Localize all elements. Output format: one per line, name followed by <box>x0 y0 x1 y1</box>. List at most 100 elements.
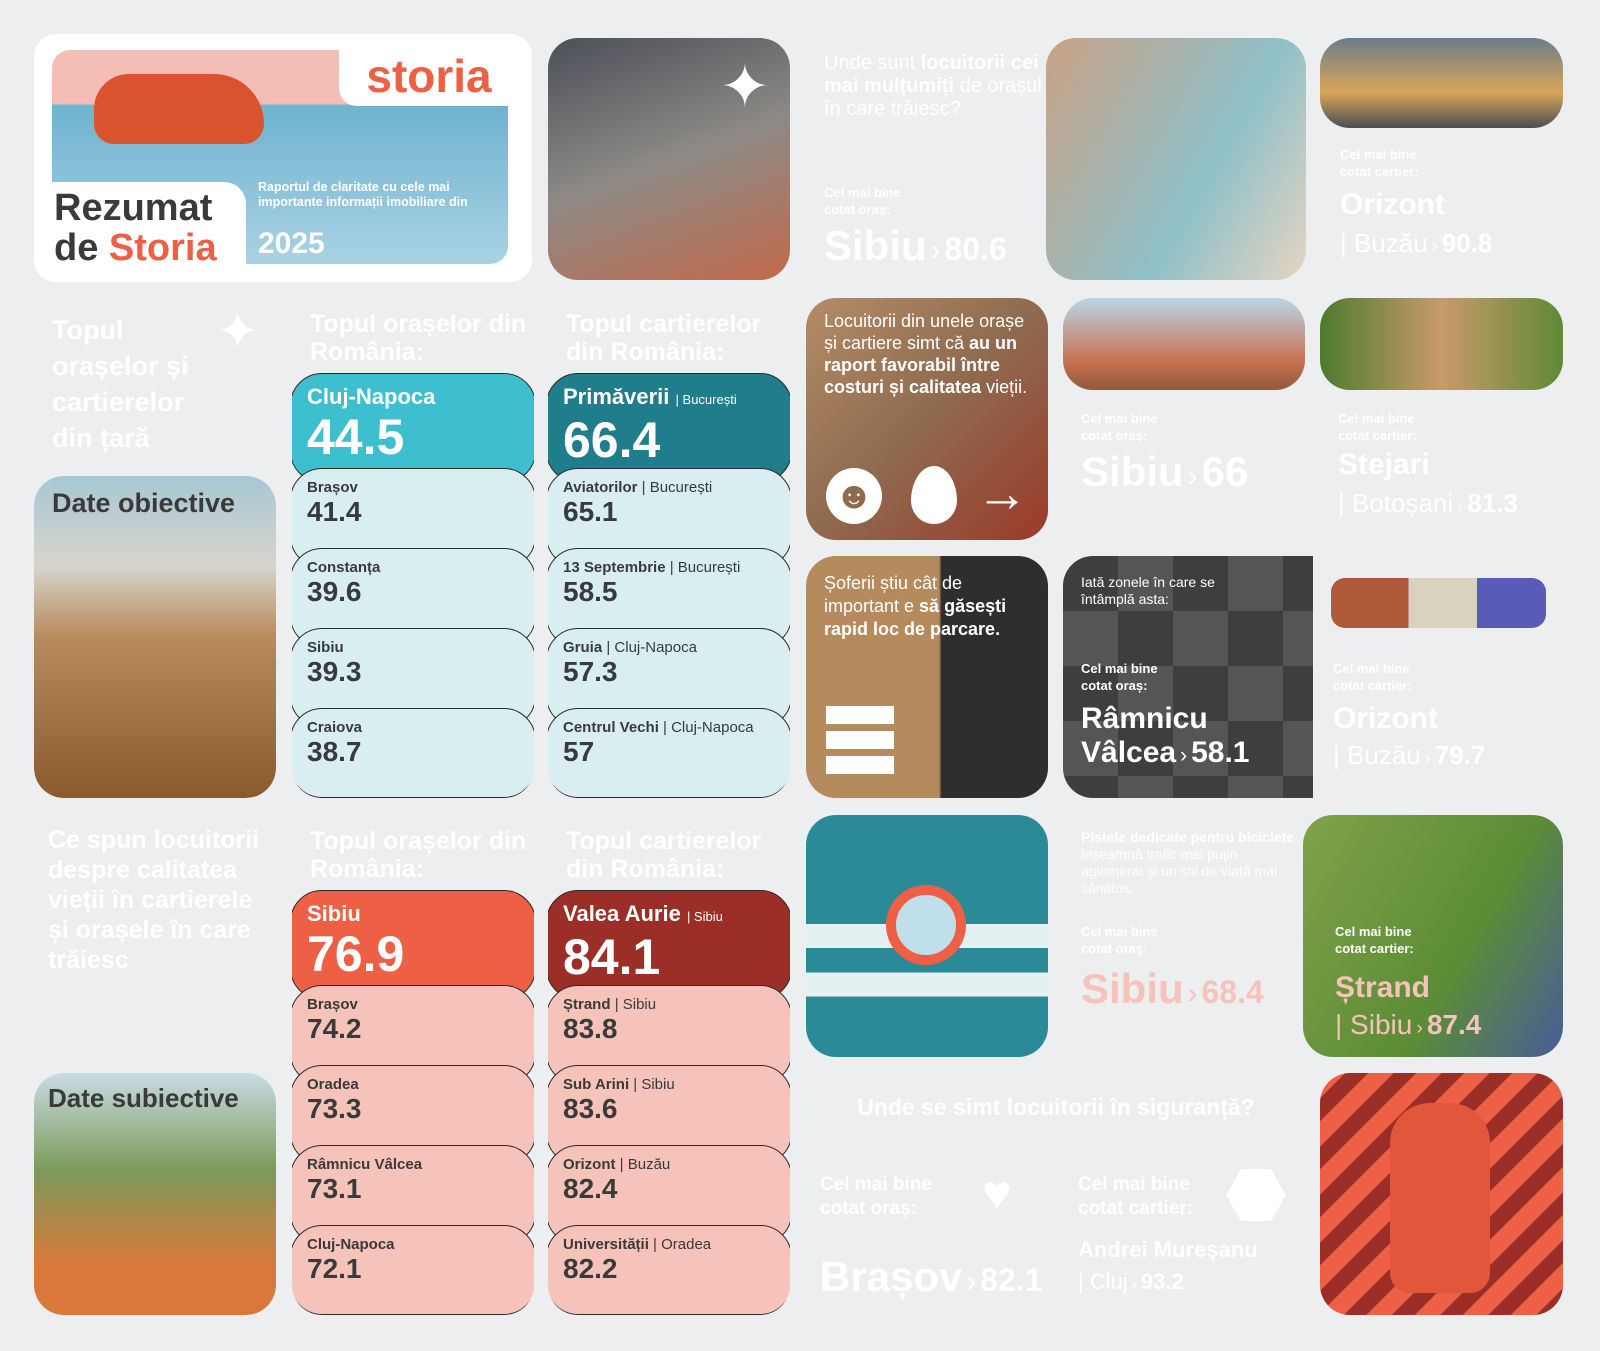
nb-label: Cel mai bine cotat cartier: <box>1078 1174 1194 1219</box>
item-score: 57.3 <box>563 656 618 687</box>
nb-score: | Botoșani › 81.3 <box>1338 488 1518 518</box>
item-score: 38.7 <box>307 736 362 767</box>
item-score: 83.6 <box>563 1093 618 1124</box>
heart-check-icon: ♥ <box>982 1165 1012 1221</box>
list-item: Universității | Oradea 82.2 <box>548 1225 790 1315</box>
dog-figure <box>94 74 264 144</box>
happy-question: Unde sunt locuitorii cei mai mulțumiți d… <box>824 52 1042 120</box>
item-name: Sub Arini | Sibiu <box>563 1076 675 1093</box>
photo-label: Date subiective <box>48 1083 239 1113</box>
nb-name: Andrei Mureșanu <box>1078 1237 1258 1262</box>
objective-title: Topul orașelor și cartierelor din țară <box>52 315 189 453</box>
city-label: Cel mai bine cotat oraș: <box>1081 661 1158 693</box>
nb-score: | Buzău › 90.8 <box>1340 228 1493 258</box>
magnifier-icon <box>886 885 966 965</box>
list-title: Topul orașelor din România: <box>310 310 527 366</box>
hero-card: storia Rezumat de Storia Raportul de cla… <box>34 34 532 282</box>
item-name: Brașov <box>307 996 358 1013</box>
item-name: Aviatorilor | București <box>563 479 713 496</box>
safety-banner: Unde se simt locuitorii în siguranță? <box>857 1094 1255 1120</box>
nb-name: Orizont <box>1340 188 1445 221</box>
objective-neighborhoods-list: Topul cartierelor din România: Primăverii… <box>548 298 790 798</box>
item-score: 82.2 <box>563 1253 618 1284</box>
item-name: Ștrand | Sibiu <box>563 996 657 1013</box>
parking-results-card: Iată zonele în care se întâmplă asta: Ce… <box>1063 556 1563 798</box>
list-item: Craiova 38.7 <box>292 708 534 798</box>
city-label: Cel mai bine cotat oraș: <box>1081 924 1158 956</box>
storia-logo: storia <box>339 46 519 106</box>
item-name: Primăverii | București <box>563 384 737 409</box>
item-city: | București <box>669 559 741 576</box>
bike-lane-photo <box>1303 815 1563 1057</box>
interior-illustration: ✦ <box>548 38 790 280</box>
objective-cities-list: Topul orașelor din România: Cluj-Napoca 44… <box>292 298 534 798</box>
cost-text: Locuitorii din unele orașe și cartiere s… <box>824 311 1028 397</box>
list-item: Centrul Vechi | Cluj-Napoca 57 <box>548 708 790 798</box>
item-score: 66.4 <box>563 412 661 468</box>
item-city: | Oradea <box>653 1236 712 1253</box>
objective-intro-card: Topul orașelor și cartierelor din țară ✦… <box>34 298 276 798</box>
subjective-cities-list: Topul orașelor din România: Sibiu 76.9 Braș… <box>292 815 534 1315</box>
cars-illustration <box>1331 578 1546 628</box>
city-score: Brașov › 82.1 <box>820 1253 1043 1300</box>
item-name: Cluj-Napoca <box>307 1236 395 1253</box>
couple-photo <box>1046 38 1306 280</box>
item-score: 73.1 <box>307 1173 362 1204</box>
hero-title-storia: Storia <box>108 227 217 269</box>
item-name: Valea Aurie | Sibiu <box>563 901 723 926</box>
item-score: 84.1 <box>563 929 661 985</box>
item-score: 83.8 <box>563 1013 618 1044</box>
parking-intro: Iată zonele în care se întâmplă asta: <box>1081 574 1215 607</box>
nb-name: Ștrand <box>1335 971 1431 1004</box>
hero-subtitle: Raportul de claritate cu cele mai import… <box>258 180 468 209</box>
item-score: 73.3 <box>307 1093 362 1124</box>
item-city: | Cluj-Napoca <box>606 639 697 656</box>
nb-name: Orizont <box>1333 702 1438 735</box>
city-score: Râmnicu Vâlcea › 58.1 <box>1081 702 1250 769</box>
item-name: Gruia | Cluj-Napoca <box>563 639 697 656</box>
item-name: Brașov <box>307 479 358 496</box>
list-title: Topul orașelor din România: <box>310 827 527 883</box>
smiley-icon: ☻ <box>826 468 882 524</box>
hero-title-de: de <box>54 227 109 269</box>
city-score: Sibiu ›66 <box>1081 448 1249 495</box>
arc-de-triomphe-photo <box>34 476 276 798</box>
city-label: Cel mai bine cotat oraș: <box>824 185 901 217</box>
item-city: | Sibiu <box>614 996 657 1013</box>
cost-city-card: Cel mai bine cotat oraș: Sibiu ›66 <box>1063 298 1305 540</box>
subjective-neighborhoods-list: Topul cartierelor din România: Valea Auri… <box>548 815 790 1315</box>
city-score: Sibiu › 80.6 <box>824 222 1007 269</box>
list-item: Sibiu 76.9 <box>292 890 534 1000</box>
hero-title-line1: Rezumat <box>54 187 213 229</box>
parking-text: Șoferii știu cât de important e să găseș… <box>824 573 1007 639</box>
city-label: Cel mai bine cotat oraș: <box>820 1174 932 1219</box>
parking-lines-icon <box>826 706 894 774</box>
city-label: Cel mai bine cotat oraș: <box>1081 411 1158 443</box>
list-title: Topul cartierelor din România: <box>566 827 762 883</box>
item-name: Constanța <box>307 559 381 576</box>
nb-score: | Sibiu › 87.4 <box>1335 1009 1482 1040</box>
item-name: Craiova <box>307 719 363 736</box>
sparkle-icon: ✦ <box>216 303 260 361</box>
item-score: 39.6 <box>307 576 362 607</box>
item-city: | Sibiu <box>686 909 723 924</box>
stejari-photo <box>1320 298 1563 390</box>
photo-label: Date obiective <box>52 488 236 518</box>
square-photo <box>1320 38 1563 128</box>
item-name: Râmnicu Vâlcea <box>307 1156 423 1173</box>
bike-text: Pistele dedicate pentru biciclete înseam… <box>1081 829 1295 896</box>
item-name: Centrul Vechi | Cluj-Napoca <box>563 719 754 736</box>
cost-neighborhood-card: Cel mai bine cotat cartier: Stejari | Bo… <box>1320 298 1563 540</box>
happy-neighborhood-card: Cel mai bine cotat cartier: Orizont | Bu… <box>1320 38 1563 280</box>
nb-label: Cel mai bine cotat cartier: <box>1340 147 1419 179</box>
item-score: 76.9 <box>307 926 405 982</box>
nb-label: Cel mai bine cotat cartier: <box>1338 411 1417 443</box>
subjective-intro-card: Ce spun locuitorii despre calitatea vieț… <box>34 815 276 1315</box>
list-item: Cluj-Napoca 72.1 <box>292 1225 534 1315</box>
item-city: | București <box>675 392 737 407</box>
cost-card: Locuitorii din unele orașe și cartiere s… <box>806 298 1048 540</box>
item-name: Sibiu <box>307 639 344 656</box>
item-name: Universității | Oradea <box>563 1236 712 1253</box>
item-score: 82.4 <box>563 1173 618 1204</box>
woman-photo <box>34 1073 276 1315</box>
